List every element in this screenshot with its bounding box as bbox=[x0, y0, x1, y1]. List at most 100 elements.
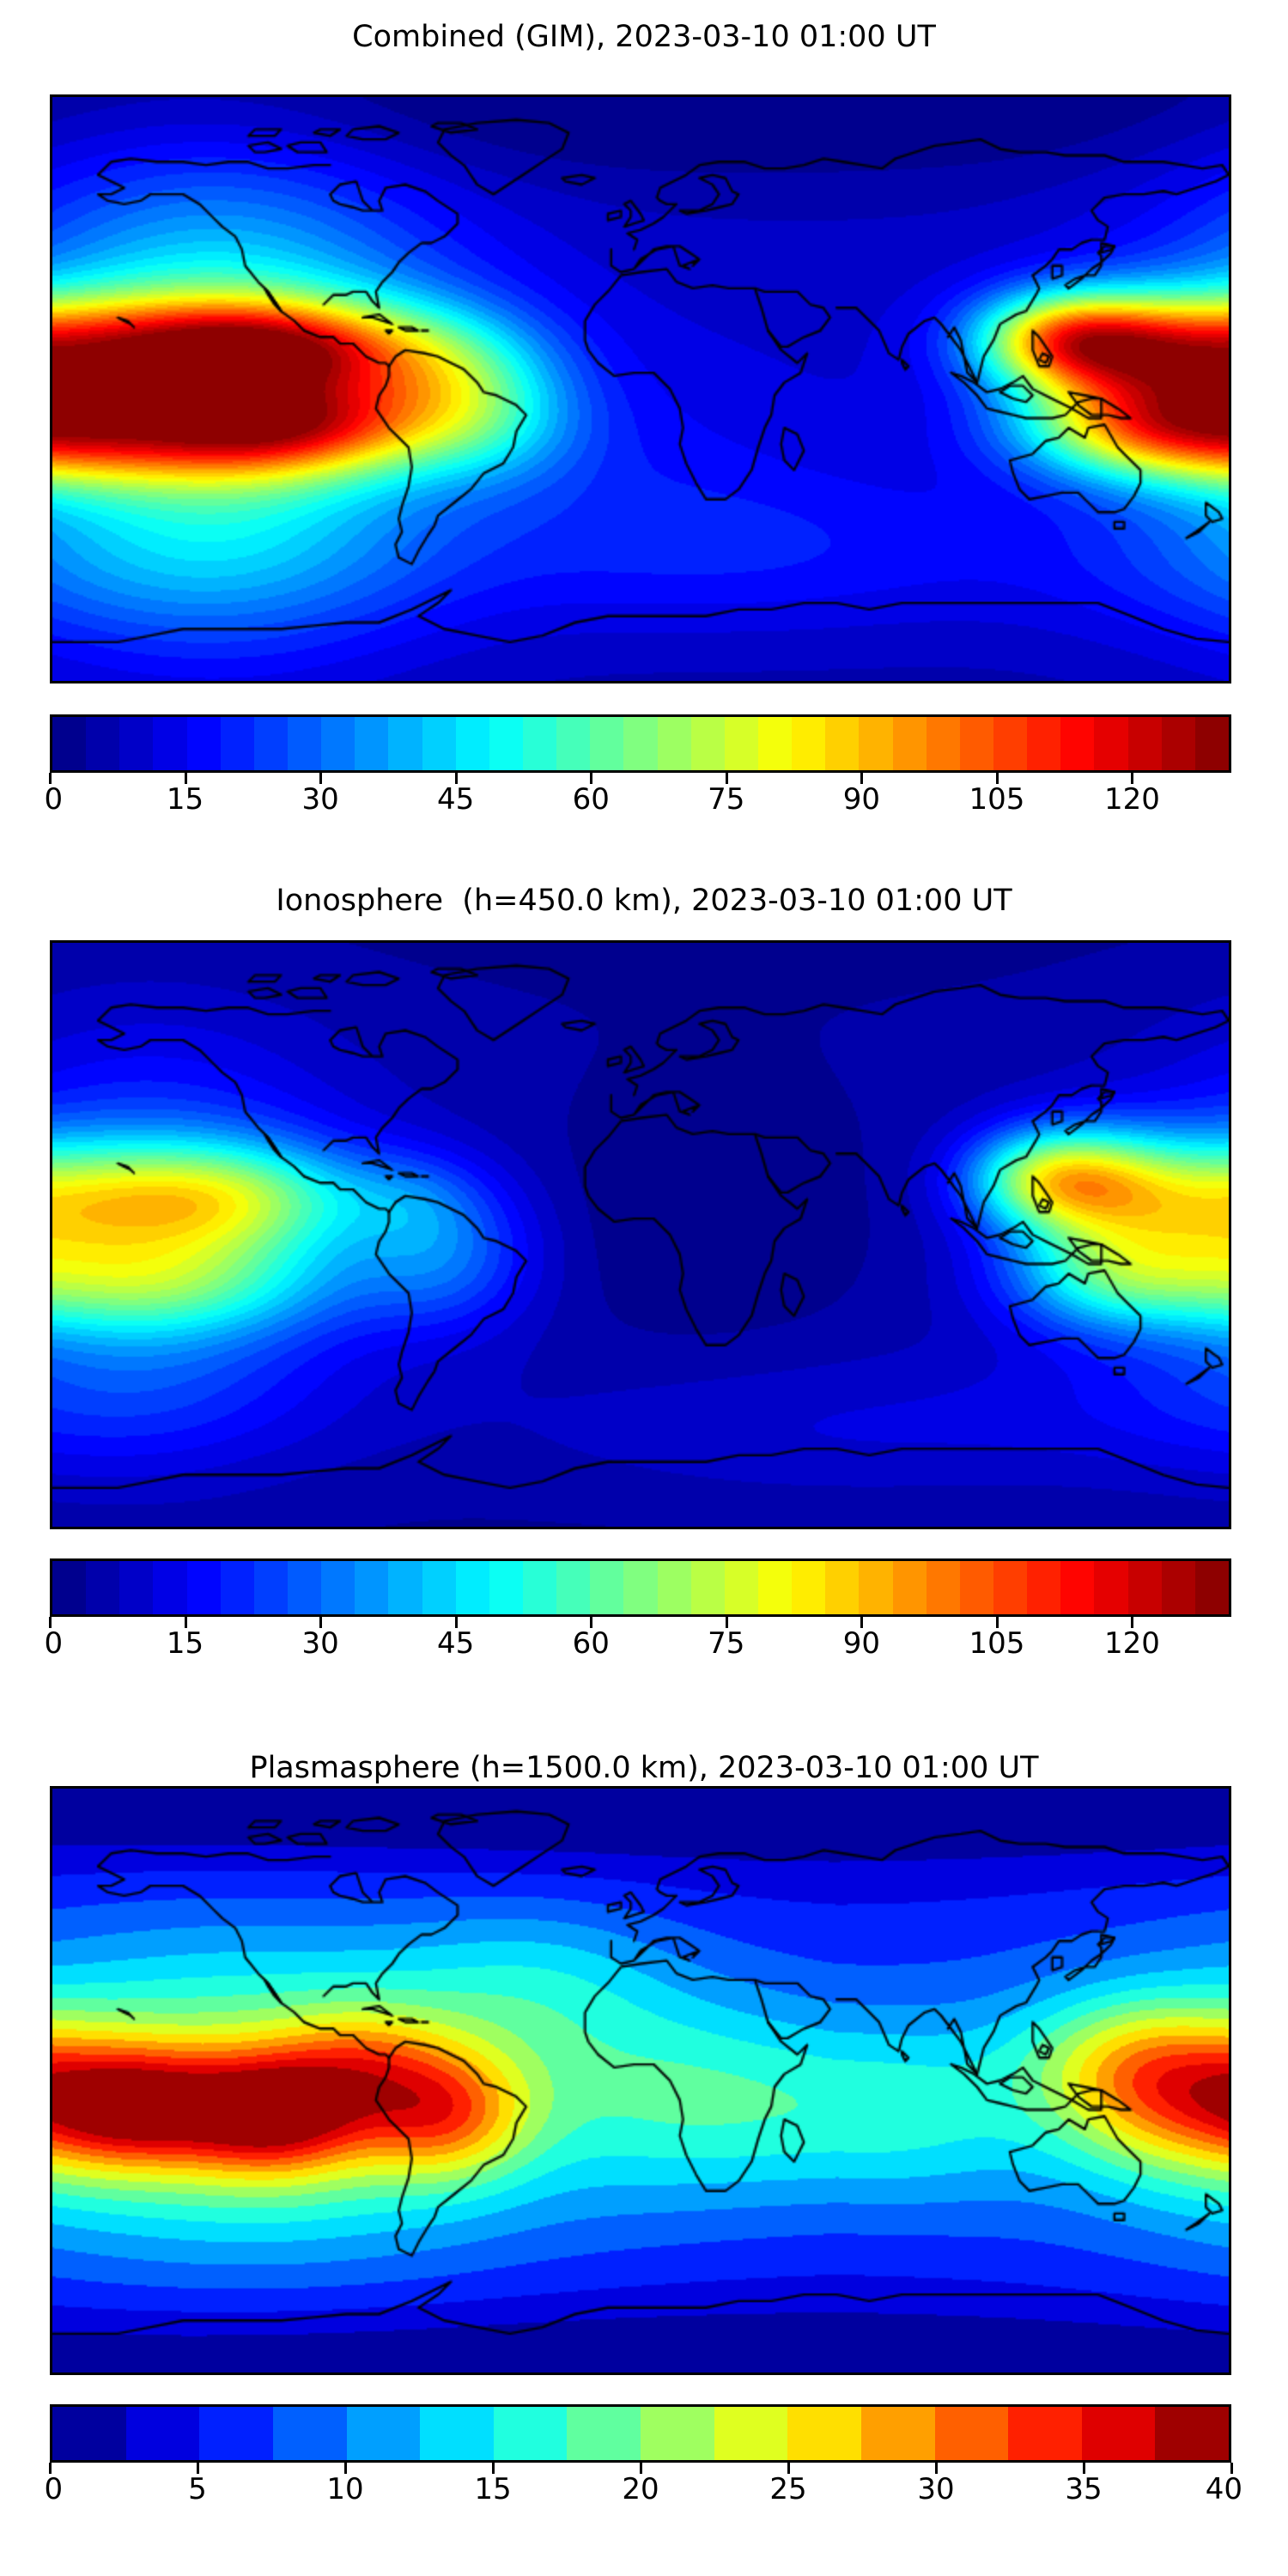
tick-label: 0 bbox=[44, 2472, 64, 2506]
colorbar-band bbox=[690, 717, 725, 770]
colorbar-band bbox=[86, 717, 120, 770]
colorbar-band bbox=[959, 717, 993, 770]
colorbar-band bbox=[346, 2407, 421, 2460]
tick-label: 105 bbox=[969, 782, 1025, 817]
colorbar-band bbox=[825, 717, 860, 770]
colorbar-band bbox=[623, 1561, 658, 1614]
tick-label: 75 bbox=[708, 1626, 745, 1661]
colorbar-band bbox=[388, 1561, 422, 1614]
colorbar-band bbox=[993, 717, 1028, 770]
tick-label: 60 bbox=[572, 782, 610, 817]
tick-label: 5 bbox=[188, 2472, 207, 2506]
tick-mark bbox=[49, 773, 52, 784]
colorbar-band bbox=[253, 1561, 288, 1614]
tick-label: 30 bbox=[917, 2472, 955, 2506]
colorbar-band bbox=[690, 1561, 725, 1614]
map-canvas-plasmasphere bbox=[52, 1789, 1229, 2372]
colorbar-band bbox=[787, 2407, 861, 2460]
map-canvas-combined-gim bbox=[52, 97, 1229, 681]
map-combined-gim bbox=[50, 94, 1231, 683]
tick-mark bbox=[725, 1617, 728, 1628]
colorbar-band bbox=[1081, 2407, 1156, 2460]
colorbar-band bbox=[489, 717, 523, 770]
map-plasmasphere bbox=[50, 1786, 1231, 2375]
tick-label: 90 bbox=[842, 782, 880, 817]
panel-title-plasmasphere: Plasmasphere (h=1500.0 km), 2023-03-10 0… bbox=[249, 1751, 1039, 1785]
colorbar-band bbox=[1127, 1561, 1162, 1614]
colorbar-band bbox=[287, 1561, 322, 1614]
tick-label: 75 bbox=[708, 782, 745, 817]
tick-label: 30 bbox=[301, 782, 339, 817]
colorbar-band bbox=[724, 717, 758, 770]
tick-mark bbox=[787, 2463, 790, 2474]
colorbar-band bbox=[455, 717, 489, 770]
tick-label: 10 bbox=[326, 2472, 364, 2506]
colorbar-band bbox=[1094, 1561, 1128, 1614]
colorbar-band bbox=[859, 1561, 893, 1614]
colorbar-plasmasphere bbox=[50, 2404, 1231, 2463]
tick-mark bbox=[995, 773, 999, 784]
colorbar-band bbox=[860, 2407, 935, 2460]
colorbar-band bbox=[657, 717, 691, 770]
colorbar-band bbox=[153, 1561, 187, 1614]
colorbar-band bbox=[1027, 1561, 1061, 1614]
map-ionosphere bbox=[50, 940, 1231, 1529]
tick-mark bbox=[492, 2463, 495, 2474]
colorbar-band bbox=[119, 1561, 154, 1614]
colorbar-band bbox=[355, 1561, 389, 1614]
colorbar-band bbox=[522, 717, 557, 770]
tick-label: 35 bbox=[1065, 2472, 1103, 2506]
colorbar-ticks-plasmasphere: 0 5 10 15 20 25 30 35 40 bbox=[45, 2463, 1242, 2523]
colorbar-band bbox=[1094, 717, 1128, 770]
colorbar-ticks-ionosphere: 0 15 30 45 60 75 90 105 120 bbox=[45, 1617, 1231, 1677]
colorbar-band bbox=[272, 2407, 347, 2460]
colorbar-band bbox=[422, 717, 456, 770]
colorbar-band bbox=[1060, 1561, 1095, 1614]
tick-mark bbox=[935, 2463, 938, 2474]
colorbar-band bbox=[757, 717, 793, 770]
colorbar-band bbox=[623, 717, 658, 770]
colorbar-band bbox=[125, 2407, 200, 2460]
tick-mark bbox=[197, 2463, 199, 2474]
tick-mark bbox=[49, 1617, 52, 1628]
colorbar-band bbox=[641, 2407, 714, 2460]
colorbar-band bbox=[287, 717, 322, 770]
colorbar-band bbox=[657, 1561, 691, 1614]
tick-mark bbox=[319, 773, 323, 784]
colorbar-band bbox=[757, 1561, 793, 1614]
tick-mark bbox=[1230, 2463, 1233, 2474]
tick-mark bbox=[640, 2463, 642, 2474]
colorbar-band bbox=[959, 1561, 993, 1614]
colorbar-band bbox=[859, 717, 893, 770]
colorbar-band bbox=[892, 717, 927, 770]
colorbar-band bbox=[153, 717, 187, 770]
colorbar-band bbox=[1161, 717, 1195, 770]
tick-label: 25 bbox=[769, 2472, 807, 2506]
tick-label: 120 bbox=[1104, 782, 1160, 817]
tick-label: 105 bbox=[969, 1626, 1025, 1661]
tick-label: 0 bbox=[44, 1626, 64, 1661]
tick-mark bbox=[1131, 773, 1134, 784]
colorbar-ionosphere bbox=[50, 1558, 1231, 1617]
colorbar-band bbox=[1161, 1561, 1195, 1614]
colorbar-band bbox=[388, 717, 422, 770]
tick-mark bbox=[590, 1617, 593, 1628]
colorbar-band bbox=[1027, 717, 1061, 770]
colorbar-band bbox=[522, 1561, 557, 1614]
colorbar-band bbox=[892, 1561, 927, 1614]
colorbar-band bbox=[1127, 717, 1162, 770]
tick-mark bbox=[995, 1617, 999, 1628]
colorbar-band bbox=[993, 1561, 1028, 1614]
tick-label: 120 bbox=[1104, 1626, 1160, 1661]
colorbar-band bbox=[1194, 1561, 1229, 1614]
tick-label: 45 bbox=[437, 782, 475, 817]
colorbar-band bbox=[199, 2407, 273, 2460]
colorbar-band bbox=[422, 1561, 456, 1614]
tick-label: 45 bbox=[437, 1626, 475, 1661]
map-canvas-ionosphere bbox=[52, 943, 1229, 1527]
colorbar-ticks-combined-gim: 0 15 30 45 60 75 90 105 120 bbox=[45, 773, 1231, 833]
colorbar-band bbox=[792, 717, 826, 770]
tick-label: 15 bbox=[474, 2472, 512, 2506]
colorbar-band bbox=[590, 717, 624, 770]
panel-title-ionosphere: Ionosphere (h=450.0 km), 2023-03-10 01:0… bbox=[276, 884, 1012, 918]
